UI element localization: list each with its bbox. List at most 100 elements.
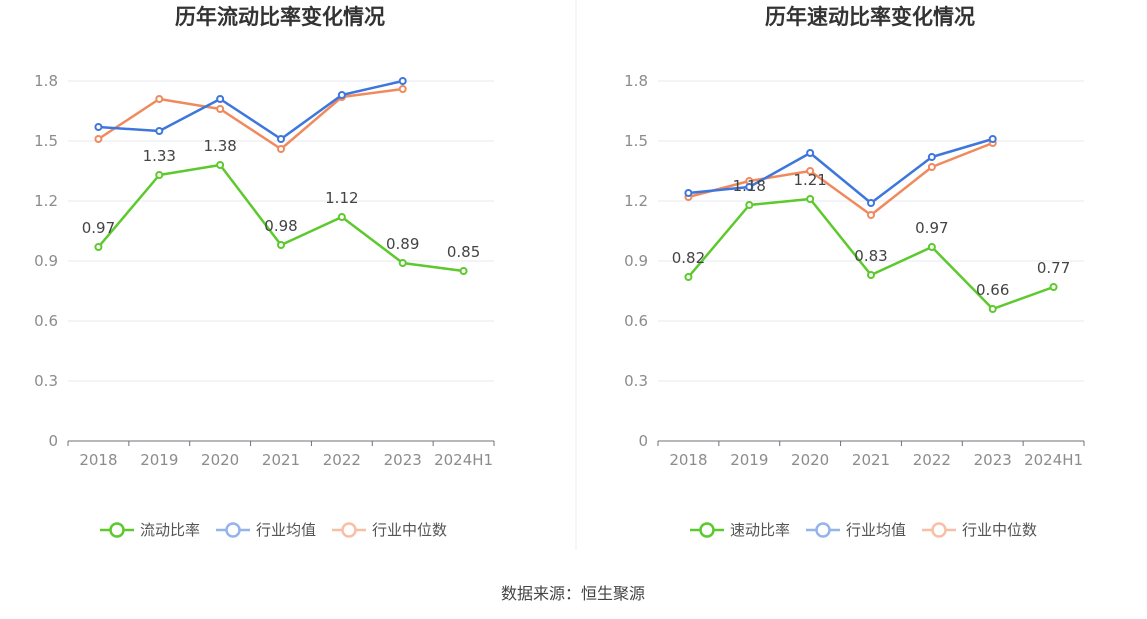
series-line: [688, 141, 994, 217]
data-point[interactable]: [216, 161, 225, 169]
data-point[interactable]: [398, 85, 407, 93]
legend-item[interactable]: 行业均值: [806, 521, 906, 539]
y-tick-label: 1.8: [34, 72, 58, 90]
legend-label: 速动比率: [730, 521, 790, 539]
legend-label: 行业中位数: [962, 521, 1037, 539]
data-point[interactable]: [155, 171, 164, 179]
data-label: 0.83: [854, 247, 887, 265]
data-point[interactable]: [155, 95, 164, 103]
quick-ratio-chart: 历年速动比率变化情况 0 0.3 0.6 0.9 1.2 1.5 1.8 2018 2019 202…: [624, 5, 1085, 539]
y-tick-label: 0: [638, 432, 648, 450]
legend-label: 行业均值: [256, 521, 316, 539]
x-tick-label: 2018: [79, 451, 117, 469]
data-point[interactable]: [277, 145, 285, 153]
y-tick-label: 1.2: [624, 192, 648, 210]
data-label: 0.82: [672, 249, 705, 267]
data-label: 1.12: [325, 189, 358, 207]
data-label: 1.38: [203, 137, 236, 155]
data-point[interactable]: [745, 183, 754, 191]
x-tick-label: 2022: [913, 451, 951, 469]
data-point[interactable]: [398, 259, 407, 267]
legend-marker: [815, 522, 831, 538]
data-label: 0.97: [915, 219, 948, 237]
data-point[interactable]: [684, 189, 693, 197]
legend-item[interactable]: 行业中位数: [332, 521, 447, 539]
data-point[interactable]: [988, 305, 997, 313]
data-label: 0.89: [386, 235, 419, 253]
data-label: 0.66: [976, 281, 1009, 299]
x-tick-label: 2020: [201, 451, 239, 469]
legend-item[interactable]: 行业中位数: [922, 521, 1037, 539]
current-ratio-chart: 历年流动比率变化情况 0 0.3 0.6 0.9 1.2 1.5 1.8 2018 2019 202…: [34, 5, 495, 539]
chart-title: 历年速动比率变化情况: [765, 5, 975, 29]
x-tick-label: 2023: [974, 451, 1012, 469]
legend-item[interactable]: 流动比率: [100, 521, 200, 539]
legend-marker: [931, 522, 947, 538]
y-tick-label: 0.9: [34, 252, 58, 270]
data-label: 1.21: [793, 171, 826, 189]
legend-marker: [699, 522, 715, 538]
x-tick-label: 2019: [140, 451, 178, 469]
data-point[interactable]: [927, 243, 936, 251]
data-point[interactable]: [216, 95, 225, 103]
y-tick-label: 0.3: [624, 372, 648, 390]
data-point[interactable]: [94, 123, 103, 131]
data-point[interactable]: [806, 149, 815, 157]
legend-marker: [225, 522, 241, 538]
y-tick-label: 0.9: [624, 252, 648, 270]
series-line: [98, 79, 403, 141]
y-tick-label: 0: [48, 432, 58, 450]
data-point[interactable]: [155, 127, 164, 135]
data-source-note: 数据来源：恒生聚源: [501, 584, 645, 603]
x-tick-label: 2018: [669, 451, 707, 469]
data-point[interactable]: [337, 213, 346, 221]
data-point[interactable]: [684, 273, 693, 281]
x-tick-label: 2021: [852, 451, 890, 469]
data-point[interactable]: [94, 243, 103, 251]
legend-marker: [341, 522, 357, 538]
y-tick-label: 0.3: [34, 372, 58, 390]
data-point[interactable]: [94, 135, 103, 143]
data-point[interactable]: [806, 195, 815, 203]
data-point[interactable]: [745, 201, 754, 209]
data-point[interactable]: [867, 271, 875, 279]
data-label: 0.85: [447, 243, 480, 261]
data-label: 0.77: [1037, 259, 1070, 277]
data-point[interactable]: [867, 211, 875, 219]
data-point[interactable]: [398, 77, 407, 85]
data-label: 0.98: [264, 217, 297, 235]
x-tick-label: 2019: [730, 451, 768, 469]
x-tick-label: 2022: [323, 451, 361, 469]
data-point[interactable]: [459, 267, 468, 275]
y-tick-label: 1.5: [624, 132, 648, 150]
legend-label: 行业均值: [846, 521, 906, 539]
data-point[interactable]: [806, 167, 815, 175]
data-point[interactable]: [867, 199, 875, 207]
legend-label: 流动比率: [140, 521, 200, 539]
y-tick-label: 1.2: [34, 192, 58, 210]
x-tick-label: 2023: [384, 451, 422, 469]
data-label: 1.18: [733, 177, 766, 195]
data-point[interactable]: [927, 153, 936, 161]
chart-title: 历年流动比率变化情况: [175, 5, 385, 29]
data-label: 0.97: [82, 219, 115, 237]
y-tick-label: 1.5: [34, 132, 58, 150]
data-point[interactable]: [1049, 283, 1058, 291]
series-line: [97, 87, 403, 151]
legend-item[interactable]: 行业均值: [216, 521, 316, 539]
data-point[interactable]: [277, 241, 285, 249]
legend-item[interactable]: 速动比率: [690, 521, 790, 539]
y-tick-label: 0.6: [624, 312, 648, 330]
data-point[interactable]: [216, 105, 225, 113]
data-point[interactable]: [927, 163, 936, 171]
series-line: [688, 137, 994, 205]
data-label: 1.33: [143, 147, 176, 165]
x-tick-label: 2020: [791, 451, 829, 469]
legend-label: 行业中位数: [372, 521, 447, 539]
y-tick-label: 1.8: [624, 72, 648, 90]
data-point[interactable]: [337, 91, 346, 99]
data-point[interactable]: [988, 135, 997, 143]
data-point[interactable]: [277, 135, 285, 143]
x-tick-label: 2024H1: [1024, 451, 1083, 469]
